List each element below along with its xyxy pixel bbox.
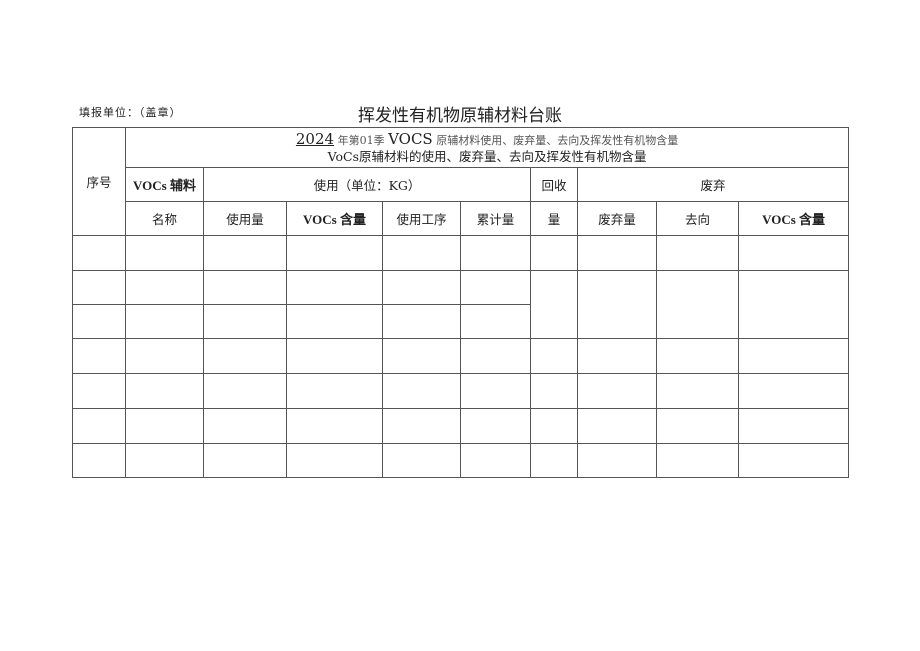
header-material-top: VOCs 辅料 (125, 167, 204, 202)
header-usage-group: 使用（单位：KG） (203, 167, 531, 202)
document-title: 挥发性有机物原辅材料台账 (0, 101, 920, 126)
header-waste-amount: 废弃量 (577, 201, 657, 236)
table-row (72, 338, 850, 374)
table-row (72, 408, 850, 444)
subtitle-cell: 2024 年第01季 VOCS 原辅材料使用、废弃量、去向及挥发性有机物含量 V… (124, 127, 850, 168)
header-recycle-top: 回收 (530, 167, 578, 202)
subtitle-overlay: 2024 年第01季 VOCS 原辅材料使用、废弃量、去向及挥发性有机物含量 (295, 129, 679, 148)
ledger-table: 序号 2024 年第01季 VOCS 原辅材料使用、废弃量、去向及挥发性有机物含… (72, 127, 850, 478)
header-usage-vocs: VOCs 含量 (286, 201, 383, 236)
header-usage-amount: 使用量 (203, 201, 287, 236)
header-usage-total: 累计量 (460, 201, 531, 236)
table-row (72, 443, 850, 478)
subtitle: VoCs原辅材料的使用、废弃量、去向及挥发性有机物含量 (327, 148, 647, 164)
header-usage-process: 使用工序 (382, 201, 461, 236)
fill-unit-label: 填报单位：（盖章） (79, 106, 182, 119)
header-material-bottom: 名称 (125, 201, 204, 236)
table-row (72, 373, 850, 409)
table-row (72, 235, 850, 271)
header-waste-destination: 去向 (656, 201, 739, 236)
header-recycle-bottom: 量 (530, 201, 578, 236)
header-waste-vocs: VOCs 含量 (737, 201, 850, 236)
title-text: 挥发性有机物原辅材料台账 (358, 106, 562, 126)
header-seq: 序号 (72, 127, 126, 236)
header-waste-group: 废弃 (576, 167, 850, 202)
table-row (72, 270, 850, 339)
